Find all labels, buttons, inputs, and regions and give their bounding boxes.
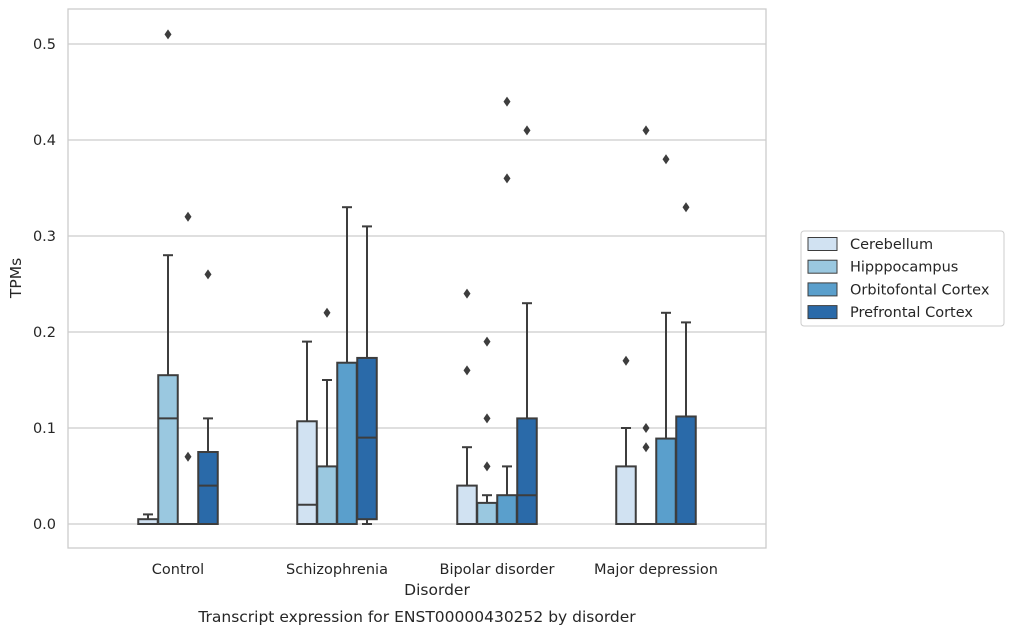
x-tick-label: Bipolar disorder — [440, 562, 555, 578]
outlier-point — [662, 154, 670, 165]
y-tick-label: 0.1 — [33, 421, 56, 437]
y-tick-label: 0.4 — [33, 133, 56, 149]
outlier-point — [642, 423, 650, 433]
x-tick-labels: Control Schizophrenia Bipolar disorder Majo… — [152, 562, 718, 578]
boxplot-prefrontal-cortex — [675, 202, 697, 526]
box-iqr — [296, 420, 318, 525]
x-axis-label: Disorder — [404, 581, 470, 599]
outlier-point — [463, 365, 471, 376]
outlier-point — [642, 125, 650, 136]
box-iqr — [336, 361, 358, 525]
box-iqr — [476, 501, 498, 526]
y-tick-label: 0.0 — [33, 517, 56, 533]
box-iqr — [655, 437, 677, 525]
legend: Cerebellum Hipppocampus Orbitofontal Corte… — [800, 230, 1005, 327]
boxplot-prefrontal-cortex — [516, 125, 538, 525]
plot-frame — [67, 8, 767, 549]
outlier-point — [682, 202, 690, 213]
x-tick-label: Schizophrenia — [286, 562, 388, 578]
outlier-point — [184, 211, 192, 222]
x-tick-label: Major depression — [594, 562, 718, 578]
legend-label: Prefrontal Cortex — [850, 305, 973, 321]
boxplot-orbitofontal-cortex — [496, 96, 518, 526]
y-axis-label: TPMs — [7, 258, 25, 299]
legend-swatch — [807, 237, 838, 251]
legend-frame — [800, 230, 1005, 327]
boxplot-prefrontal-cortex — [356, 225, 378, 525]
box-iqr — [456, 484, 478, 526]
boxplot-cerebellum — [615, 355, 637, 525]
legend-swatch — [807, 305, 838, 320]
boxplot-hipppocampus — [157, 29, 179, 526]
legend-swatch — [807, 282, 838, 297]
outlier-point — [523, 125, 531, 136]
box-iqr — [157, 374, 179, 526]
outlier-point — [204, 269, 212, 280]
legend-label: Orbitofontal Cortex — [850, 282, 990, 298]
figure-caption: Transcript expression for ENST0000043025… — [197, 608, 636, 626]
outlier-point — [184, 451, 192, 462]
box-iqr — [615, 465, 637, 525]
outlier-point — [323, 307, 331, 318]
boxplot-prefrontal-cortex — [197, 269, 219, 525]
outlier-point — [483, 413, 491, 424]
outlier-point — [463, 288, 471, 299]
legend-swatch — [807, 259, 838, 274]
outlier-point — [164, 29, 172, 40]
outlier-point — [503, 173, 511, 184]
outlier-point — [483, 336, 491, 347]
box-iqr — [516, 417, 538, 525]
y-tick-label: 0.2 — [33, 325, 56, 341]
boxplot-cerebellum — [456, 288, 478, 526]
boxplot-orbitofontal-cortex — [336, 206, 358, 525]
y-tick-labels: 0.0 0.1 0.2 0.3 0.4 0.5 — [33, 37, 56, 533]
y-tick-label: 0.5 — [33, 37, 56, 53]
box-iqr — [496, 494, 518, 526]
plot-marks — [137, 29, 697, 526]
boxplot-hipppocampus — [316, 307, 338, 525]
box-iqr — [316, 465, 338, 525]
boxplot-cerebellum — [296, 340, 318, 525]
outlier-point — [483, 461, 491, 472]
box-iqr — [197, 451, 219, 525]
legend-label: Hipppocampus — [850, 260, 958, 276]
outlier-point — [642, 442, 650, 453]
outlier-point — [503, 96, 511, 107]
x-tick-label: Control — [152, 562, 204, 578]
box-iqr — [675, 415, 697, 526]
legend-label: Cerebellum — [850, 237, 933, 253]
y-tick-label: 0.3 — [33, 229, 56, 245]
boxplot-orbitofontal-cortex — [177, 211, 199, 526]
outlier-point — [622, 355, 630, 366]
